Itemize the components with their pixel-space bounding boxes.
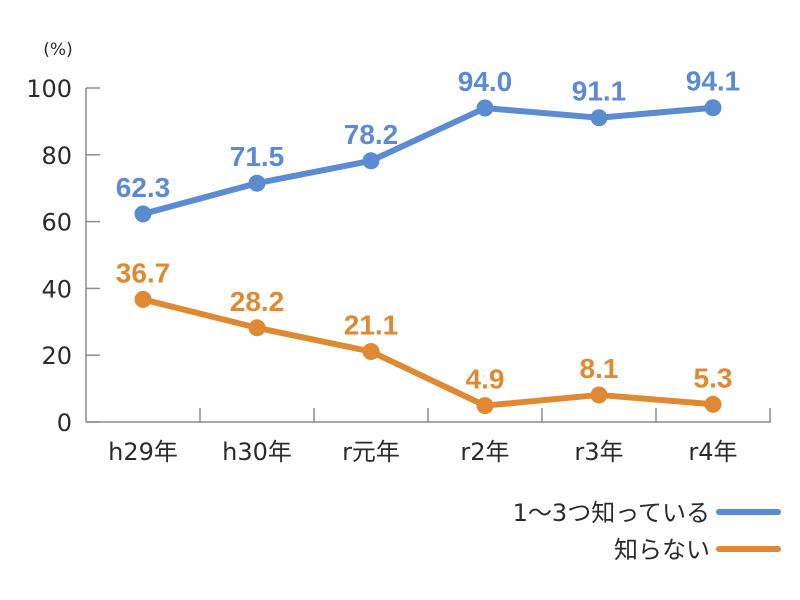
x-tick-label: r2年 — [460, 438, 509, 466]
y-tick-label: 60 — [41, 209, 72, 237]
axes — [85, 87, 771, 423]
y-tick-label: 40 — [41, 275, 72, 303]
y-tick-labels: 0 20 40 60 80 100 — [26, 75, 72, 437]
data-point — [134, 205, 152, 223]
data-point — [704, 99, 722, 117]
data-label: 91.1 — [572, 76, 627, 107]
data-label: 78.2 — [344, 119, 399, 150]
x-tick-label: r元年 — [342, 438, 400, 466]
data-point — [362, 152, 380, 170]
series-line — [140, 104, 716, 217]
y-axis-unit-label: (%) — [43, 40, 72, 60]
data-point — [590, 109, 608, 127]
data-point — [248, 319, 266, 337]
legend-item: 知らない — [614, 536, 781, 564]
data-point — [362, 343, 380, 361]
x-tick-label: h30年 — [222, 438, 292, 466]
data-label: 5.3 — [694, 362, 733, 393]
data-label: 94.0 — [458, 66, 513, 97]
series-0: 62.3 71.5 78.2 94.0 91.1 94.1 — [116, 66, 741, 223]
legend-label: 1〜3つ知っている — [513, 499, 710, 527]
data-point — [704, 395, 722, 413]
data-label: 8.1 — [580, 353, 619, 384]
y-tick-label: 20 — [41, 342, 72, 370]
data-point — [476, 99, 494, 117]
series-group: 62.3 71.5 78.2 94.0 91.1 94.1 36.7 28.2 21.1 4.9 8… — [116, 66, 741, 415]
legend-label: 知らない — [614, 536, 710, 564]
x-tick-label: r4年 — [688, 438, 737, 466]
x-tick-label: r3年 — [574, 438, 623, 466]
data-label: 94.1 — [686, 66, 741, 97]
series-line — [140, 296, 716, 409]
data-label: 28.2 — [230, 286, 285, 317]
y-tick-label: 80 — [41, 142, 72, 170]
data-label: 4.9 — [466, 364, 505, 395]
data-label: 21.1 — [344, 310, 399, 341]
data-point — [590, 386, 608, 404]
data-point — [134, 290, 152, 308]
x-tick-label: h29年 — [108, 438, 178, 466]
series-1: 36.7 28.2 21.1 4.9 8.1 5.3 — [116, 257, 733, 415]
data-point — [248, 174, 266, 192]
data-label: 62.3 — [116, 172, 171, 203]
data-point — [476, 397, 494, 415]
x-tick-labels: h29年 h30年 r元年 r2年 r3年 r4年 — [108, 438, 737, 466]
legend-item: 1〜3つ知っている — [513, 499, 781, 527]
y-tick-label: 100 — [26, 75, 72, 103]
y-tick-label: 0 — [57, 409, 72, 437]
data-label: 36.7 — [116, 257, 171, 288]
data-label: 71.5 — [230, 141, 285, 172]
